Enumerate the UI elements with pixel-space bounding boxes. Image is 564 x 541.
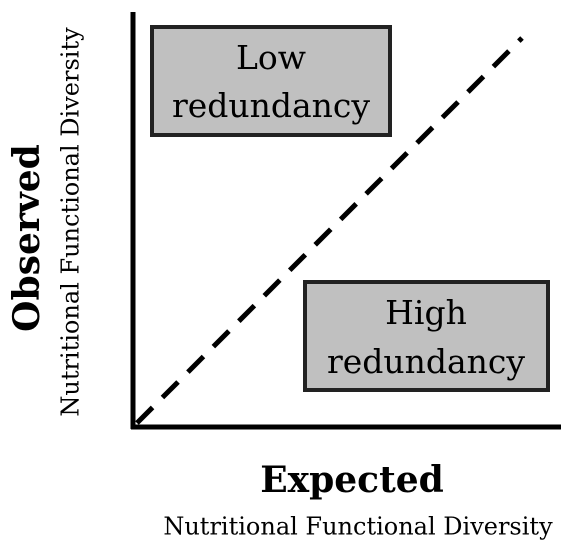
x-axis-subtitle: Nutritional Functional Diversity xyxy=(163,513,553,541)
y-axis-title: Observed xyxy=(6,144,48,332)
x-axis-title: Expected xyxy=(260,459,444,501)
region-label: Low xyxy=(236,38,306,77)
region-box xyxy=(303,280,550,392)
y-axis-subtitle: Nutritional Functional Diversity xyxy=(57,27,85,417)
region-label: redundancy xyxy=(327,342,525,381)
identity-line xyxy=(135,36,524,425)
region-label: High xyxy=(385,293,467,332)
region-box xyxy=(150,25,392,137)
region-label: redundancy xyxy=(172,86,370,125)
